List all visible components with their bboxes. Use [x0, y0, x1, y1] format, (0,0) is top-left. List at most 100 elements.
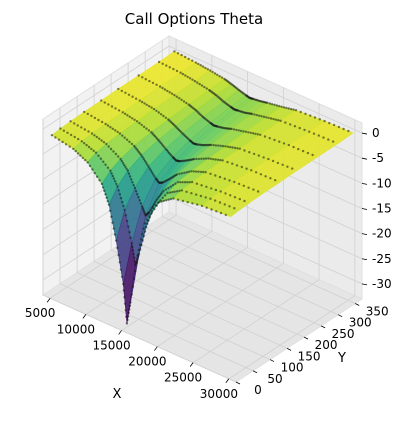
- data-point: [182, 100, 186, 103]
- data-point: [142, 157, 145, 161]
- data-point: [198, 82, 201, 86]
- data-point: [162, 189, 165, 193]
- data-point: [117, 155, 120, 158]
- z-tick-mark: [361, 258, 368, 261]
- data-point: [145, 161, 148, 164]
- data-point: [149, 212, 153, 216]
- data-point: [128, 175, 132, 178]
- data-point: [91, 168, 94, 171]
- data-point: [268, 102, 271, 105]
- data-point: [117, 253, 120, 257]
- y-tick-mark: [320, 325, 326, 329]
- y-gridline: [76, 96, 271, 360]
- data-point: [199, 194, 203, 198]
- data-point: [142, 227, 145, 230]
- data-point: [247, 131, 250, 134]
- z-tick-mark: [361, 208, 368, 210]
- data-point: [183, 171, 186, 174]
- data-point: [252, 152, 256, 156]
- data-point: [83, 142, 86, 145]
- data-point: [205, 87, 208, 90]
- data-point: [90, 132, 94, 135]
- data-point: [150, 206, 153, 210]
- data-point: [231, 146, 234, 149]
- data-point: [195, 170, 198, 173]
- data-point: [168, 191, 172, 194]
- data-point: [301, 149, 305, 153]
- data-point: [233, 207, 236, 210]
- data-point: [277, 119, 280, 122]
- data-point: [117, 109, 121, 112]
- x-tick-mark: [154, 346, 158, 351]
- data-point: [128, 115, 131, 119]
- data-point: [249, 131, 252, 134]
- data-point: [169, 185, 172, 188]
- data-point: [221, 159, 224, 162]
- data-point: [279, 119, 282, 123]
- data-point: [216, 158, 220, 161]
- data-point: [250, 112, 254, 116]
- data-point: [304, 112, 307, 116]
- data-point: [130, 142, 134, 146]
- data-point: [172, 67, 175, 71]
- data-point: [141, 76, 144, 79]
- data-point: [180, 98, 183, 102]
- data-point: [126, 318, 129, 322]
- data-point: [103, 101, 107, 104]
- data-point: [170, 92, 174, 95]
- data-point: [86, 161, 89, 164]
- data-point: [191, 59, 194, 62]
- data-point: [204, 171, 207, 174]
- data-point: [137, 74, 140, 77]
- data-point: [201, 65, 205, 68]
- data-point: [253, 113, 256, 116]
- data-point: [94, 151, 98, 154]
- data-point: [164, 194, 167, 197]
- data-point: [259, 133, 262, 136]
- chart-title: Call Options Theta: [125, 10, 263, 28]
- data-point: [230, 127, 233, 131]
- data-point: [269, 177, 272, 180]
- data-point: [256, 133, 259, 136]
- data-point: [102, 160, 105, 163]
- data-point: [161, 62, 164, 65]
- data-point: [162, 199, 165, 203]
- data-point: [90, 114, 93, 118]
- data-point: [248, 151, 251, 154]
- data-point: [193, 79, 197, 83]
- data-point: [100, 120, 104, 124]
- data-point: [98, 179, 101, 182]
- data-point: [133, 256, 136, 259]
- data-point: [61, 140, 64, 144]
- data-point: [190, 170, 193, 173]
- data-point: [69, 133, 73, 137]
- data-point: [121, 200, 124, 204]
- data-point: [200, 204, 204, 208]
- data-point: [93, 134, 96, 137]
- data-point: [238, 147, 241, 150]
- data-point: [180, 189, 184, 192]
- y-tick-label: 0: [254, 383, 262, 397]
- data-point: [239, 129, 243, 133]
- data-point: [233, 196, 237, 199]
- data-point: [254, 132, 257, 135]
- z-tick-label: -30: [372, 277, 392, 291]
- data-point: [86, 112, 90, 116]
- data-point: [342, 127, 345, 131]
- z-tick-mark: [361, 283, 368, 286]
- data-point: [284, 121, 287, 124]
- data-point: [265, 116, 268, 119]
- data-point: [130, 178, 133, 181]
- data-point: [123, 302, 127, 305]
- data-point: [322, 136, 325, 139]
- data-point: [214, 199, 217, 202]
- data-point: [138, 121, 141, 125]
- data-point: [143, 230, 147, 233]
- data-point: [269, 117, 273, 120]
- data-point: [125, 219, 129, 223]
- data-point: [273, 138, 276, 142]
- y-tick-mark: [235, 381, 241, 385]
- data-point: [104, 122, 107, 126]
- data-point: [83, 128, 87, 131]
- data-point: [197, 157, 201, 161]
